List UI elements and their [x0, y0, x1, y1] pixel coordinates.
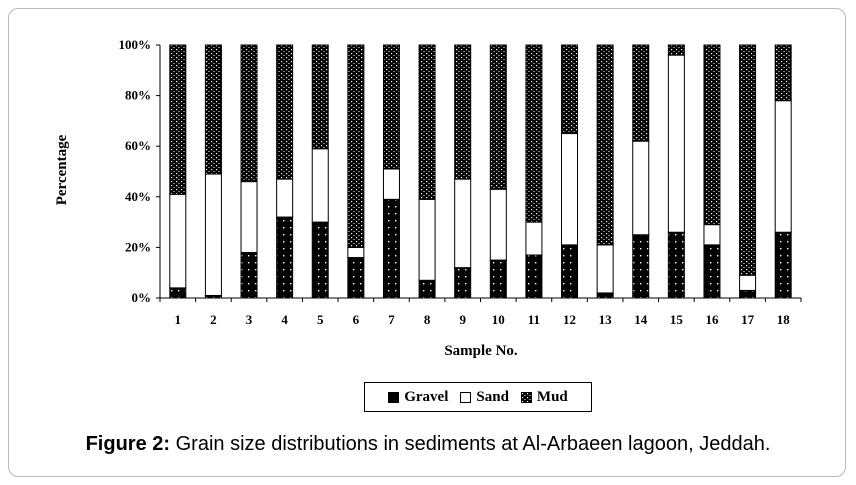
bar-mud-16	[703, 44, 721, 226]
bar-sand-8	[418, 198, 436, 281]
legend-swatch-sand	[460, 391, 472, 403]
bar-mud-9	[454, 44, 472, 180]
bar-gravel-17	[739, 289, 757, 299]
bar-sand-11	[525, 221, 543, 256]
bar-gravel-11	[525, 254, 543, 299]
caption-text: Grain size distributions in sediments at…	[175, 433, 771, 455]
bar-mud-5	[311, 44, 329, 150]
x-tick-label: 6	[353, 312, 360, 327]
y-tick-label: 40%	[125, 189, 151, 204]
bar-mud-3	[240, 44, 258, 183]
x-tick-label: 15	[670, 312, 684, 327]
bar-gravel-9	[454, 267, 472, 299]
legend-label-mud: Mud	[536, 388, 568, 405]
bar-gravel-8	[418, 279, 436, 299]
legend-entry-sand: Sand	[460, 389, 509, 406]
bar-sand-3	[240, 181, 258, 253]
bar-gravel-7	[382, 198, 400, 299]
plot-area: 0%20%40%60%80%100%1 2 3 4 5 6 7 8 9 10 11 12 13 14 15 1…	[119, 37, 802, 327]
bar-gravel-18	[774, 231, 792, 299]
bar-sand-17	[739, 274, 757, 291]
x-tick-label: 13	[599, 312, 613, 327]
x-tick-label: 16	[705, 312, 719, 327]
bar-mud-14	[632, 44, 650, 142]
bar-mud-18	[774, 44, 792, 102]
bar-mud-6	[347, 44, 365, 248]
x-tick-label: 10	[492, 312, 505, 327]
bar-mud-13	[596, 44, 614, 246]
bar-mud-2	[204, 44, 222, 175]
y-tick-label: 20%	[125, 239, 151, 254]
x-tick-label: 8	[424, 312, 431, 327]
bar-gravel-4	[276, 216, 294, 299]
bar-mud-15	[667, 44, 685, 56]
y-tick-label: 60%	[125, 138, 151, 153]
bar-mud-7	[382, 44, 400, 170]
x-tick-label: 3	[246, 312, 253, 327]
bar-sand-9	[454, 178, 472, 269]
bar-mud-8	[418, 44, 436, 200]
y-tick-label: 80%	[125, 88, 151, 103]
bar-sand-7	[382, 168, 400, 200]
x-tick-label: 4	[281, 312, 288, 327]
bar-sand-10	[489, 188, 507, 261]
y-tick-label: 0%	[132, 290, 152, 305]
bar-gravel-15	[667, 231, 685, 299]
bar-gravel-6	[347, 257, 365, 299]
bar-mud-1	[169, 44, 187, 195]
legend: Gravel Sand Mud	[364, 382, 592, 412]
bar-sand-15	[667, 54, 685, 233]
bar-gravel-13	[596, 292, 614, 299]
bar-sand-16	[703, 224, 721, 246]
x-axis-title: Sample No.	[444, 343, 518, 359]
bar-gravel-3	[240, 251, 258, 299]
legend-label-gravel: Gravel	[404, 388, 449, 405]
x-tick-label: 17	[741, 312, 755, 327]
bar-sand-4	[276, 178, 294, 218]
legend-entry-mud: Mud	[520, 388, 568, 406]
bar-gravel-10	[489, 259, 507, 299]
bar-gravel-14	[632, 234, 650, 299]
x-tick-label: 11	[528, 312, 540, 327]
bar-sand-12	[561, 133, 579, 246]
legend-swatch-mud	[520, 391, 532, 403]
y-axis-title: Percentage	[54, 134, 70, 205]
bar-sand-1	[169, 193, 187, 289]
x-tick-label: 1	[175, 312, 182, 327]
bar-sand-2	[204, 173, 222, 296]
bar-gravel-16	[703, 244, 721, 299]
bar-sand-5	[311, 148, 329, 223]
bar-gravel-12	[561, 244, 579, 299]
x-tick-label: 18	[777, 312, 791, 327]
bar-mud-10	[489, 44, 507, 190]
x-tick-label: 7	[388, 312, 395, 327]
bar-sand-14	[632, 140, 650, 236]
bar-mud-4	[276, 44, 294, 180]
bar-mud-17	[739, 44, 757, 276]
bar-sand-6	[347, 246, 365, 259]
x-tick-label: 2	[210, 312, 217, 327]
caption-label: Figure 2:	[85, 433, 171, 455]
legend-swatch-gravel	[388, 391, 400, 403]
bar-mud-11	[525, 44, 543, 223]
bar-gravel-5	[311, 221, 329, 299]
y-tick-label: 100%	[119, 37, 152, 52]
legend-entry-gravel: Gravel	[388, 389, 448, 406]
x-tick-label: 5	[317, 312, 324, 327]
x-tick-label: 14	[634, 312, 648, 327]
x-tick-label: 9	[459, 312, 466, 327]
bar-sand-13	[596, 244, 614, 294]
bar-mud-12	[561, 44, 579, 135]
x-tick-label: 12	[563, 312, 576, 327]
figure-caption: Figure 2: Grain size distributions in se…	[0, 433, 856, 456]
legend-label-sand: Sand	[476, 388, 509, 405]
bar-gravel-1	[169, 287, 187, 299]
bar-sand-18	[774, 100, 792, 233]
